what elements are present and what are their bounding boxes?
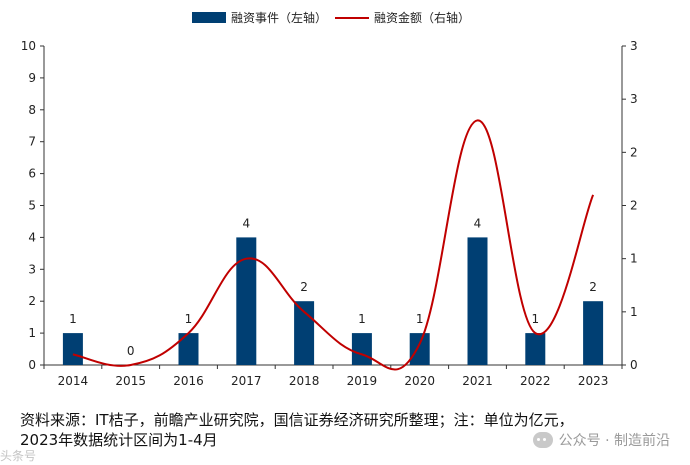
bar-data-label: 1 [531,312,539,326]
watermark: 公众号 · 制造前沿 [532,430,670,450]
right-tick-label: 1 [630,305,638,319]
bar [236,237,257,365]
corner-watermark: 头条号 [0,449,37,463]
bar-data-label: 2 [300,280,308,294]
line-series [72,119,595,371]
legend-bar-swatch [192,12,226,23]
bar [62,333,83,365]
left-tick-label: 7 [28,135,36,149]
x-tick-label: 2017 [231,374,262,388]
bar-data-label: 2 [589,280,597,294]
bar [467,237,488,365]
source-line-2: 2023年数据统计区间为1-4月 [20,431,218,449]
right-tick-label: 0 [630,358,638,372]
x-tick-label: 2014 [58,374,89,388]
x-tick-label: 2020 [404,374,435,388]
bar-data-labels: 1 0 1 4 2 1 1 4 1 2 [69,216,597,358]
x-tick-label: 2022 [520,374,551,388]
wechat-icon [532,432,553,448]
bar-data-label: 1 [69,312,77,326]
left-tick-label: 5 [28,199,36,213]
legend-line-label: 融资金额（右轴） [374,10,470,25]
right-tick-label: 2 [630,199,638,213]
left-tick-label: 9 [28,71,36,85]
bar [525,333,546,365]
watermark-text: 公众号 · 制造前沿 [558,433,670,449]
bar [583,301,604,365]
bar-data-label: 1 [185,312,193,326]
bar-data-label: 4 [474,216,482,230]
left-tick-label: 0 [28,358,36,372]
source-note: 资料来源：IT桔子，前瞻产业研究院，国信证券经济研究所整理；注：单位为亿元， 2… [20,410,680,450]
bar-data-label: 1 [416,312,424,326]
bar-data-label: 0 [127,344,135,358]
x-tick-label: 2021 [462,374,493,388]
right-tick-label: 2 [630,145,638,159]
source-line-1: 资料来源：IT桔子，前瞻产业研究院，国信证券经济研究所整理；注：单位为亿元， [20,411,574,429]
right-tick-label: 3 [630,92,638,106]
bar [351,333,372,365]
right-tick-label: 1 [630,252,638,266]
left-tick-label: 6 [28,167,36,181]
x-tick-label: 2015 [115,374,146,388]
x-axis: 2014 2015 2016 2017 2018 2019 2020 2021 2022 2023 [43,364,623,388]
left-tick-label: 10 [21,39,36,53]
right-tick-label: 3 [630,39,638,53]
left-tick-label: 8 [28,103,36,117]
legend: 融资事件（左轴） 融资金额（右轴） [192,10,470,25]
bar-data-label: 4 [242,216,250,230]
bar-data-label: 1 [358,312,366,326]
x-tick-label: 2016 [173,374,204,388]
left-tick-label: 1 [28,326,36,340]
legend-bar-label: 融资事件（左轴） [231,10,327,25]
right-axis: 0 1 1 2 2 3 3 [621,39,638,372]
line-path [72,119,595,371]
left-axis: 0 1 2 3 4 5 6 7 8 9 10 [21,39,45,372]
bar [178,333,199,365]
x-tick-label: 2018 [289,374,320,388]
left-tick-label: 4 [28,230,36,244]
left-tick-label: 3 [28,262,36,276]
left-tick-label: 2 [28,294,36,308]
x-tick-label: 2019 [347,374,378,388]
x-tick-label: 2023 [578,374,609,388]
bar [409,333,430,365]
